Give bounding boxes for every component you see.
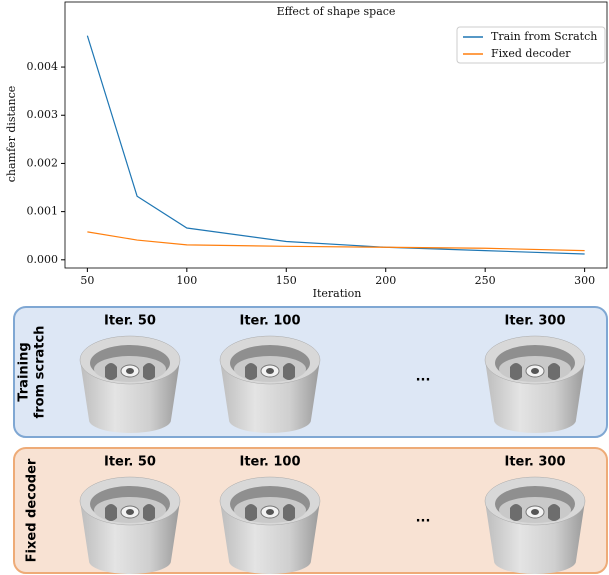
y-axis-label: chamfer distance	[5, 86, 18, 183]
y-tick-label: 0.002	[27, 156, 59, 169]
shape-render	[80, 477, 180, 574]
panel-label: from scratch	[33, 326, 48, 419]
y-tick-label: 0.004	[27, 60, 59, 73]
ellipsis: ...	[416, 511, 431, 526]
shape-render	[485, 477, 585, 574]
iteration-label: Iter. 100	[239, 455, 300, 470]
iteration-label: Iter. 50	[104, 314, 156, 329]
panel-label: Training	[17, 342, 32, 401]
x-tick-label: 300	[574, 274, 595, 287]
legend-label: Fixed decoder	[491, 47, 571, 60]
y-tick-label: 0.000	[27, 253, 59, 266]
shape-render	[80, 336, 180, 433]
x-tick-label: 200	[375, 274, 396, 287]
ellipsis: ...	[416, 370, 431, 385]
x-axis-label: Iteration	[313, 287, 362, 300]
chart-title: Effect of shape space	[277, 5, 396, 18]
y-tick-label: 0.003	[27, 108, 59, 121]
legend-label: Train from Scratch	[491, 30, 597, 43]
iteration-label: Iter. 100	[239, 314, 300, 329]
series-line	[87, 36, 584, 254]
shape-render	[220, 477, 320, 574]
iteration-label: Iter. 300	[504, 314, 565, 329]
x-tick-label: 50	[80, 274, 94, 287]
panel-label: Fixed decoder	[25, 458, 40, 562]
shape-render	[485, 336, 585, 433]
x-tick-label: 250	[475, 274, 496, 287]
series-line	[87, 232, 584, 251]
x-tick-label: 100	[176, 274, 197, 287]
y-tick-label: 0.001	[27, 205, 59, 218]
iteration-label: Iter. 300	[504, 455, 565, 470]
iteration-label: Iter. 50	[104, 455, 156, 470]
shape-render	[220, 336, 320, 433]
x-tick-label: 150	[276, 274, 297, 287]
figure: Effect of shape space Iteration chamfer …	[0, 0, 609, 575]
